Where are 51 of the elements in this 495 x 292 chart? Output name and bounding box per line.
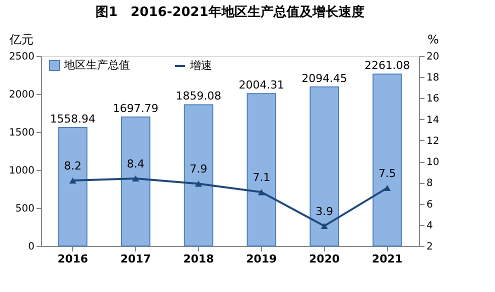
x-tick-label: 2017 [120,252,151,266]
data-label: 1697.79 [112,102,158,115]
y2-tick-label: 4 [426,220,433,232]
chart-title: 图1 2016-2021年地区生产总值及增长速度 [96,4,364,20]
data-label: 8.4 [126,157,144,170]
legend-label: 地区生产总值 [63,58,130,72]
data-label: 7.1 [252,171,270,184]
y-tick-label: 1000 [9,166,34,176]
point [384,184,391,192]
bar [184,104,214,246]
data-label: 1558.94 [50,112,96,126]
bar [310,86,339,246]
y-tick-label: 500 [15,204,34,214]
x-tick-label: 2019 [246,252,277,266]
point [258,189,265,196]
y2-tick-label: 14 [426,114,440,126]
y2-tick-label: 20 [426,52,440,62]
data-label: 2004.31 [238,78,284,92]
point [69,177,76,184]
x-tick-label: 2021 [372,252,403,266]
bar [121,116,150,246]
y-axis-title: 亿元 [8,32,34,46]
y-tick-label: 2000 [9,90,34,100]
data-label: 1859.08 [176,90,222,103]
y2-tick-label: 8 [426,178,433,190]
point [132,175,140,182]
data-label: 8.2 [64,160,82,173]
point [195,180,202,187]
y2-tick-label: 12 [426,136,440,147]
bar [372,74,402,246]
y2-tick-label: 18 [426,72,440,84]
y-tick-label: 0 [28,242,34,252]
bar [246,93,276,246]
y2-axis-title: % [428,32,439,46]
data-label: 2094.45 [302,72,348,85]
x-tick-label: 2016 [57,252,88,266]
data-label: 2261.08 [364,59,410,72]
y2-tick-label: 10 [426,157,440,168]
data-label: 7.5 [378,166,396,180]
y-tick-label: 1500 [9,128,34,138]
data-label: 3.9 [316,204,334,218]
x-tick-label: 2020 [309,252,340,266]
legend-label: 增速 [189,59,212,72]
point [320,222,328,230]
data-label: 7.9 [190,162,208,176]
bar [58,127,88,246]
y2-tick-label: 6 [426,199,433,210]
y-tick-label: 2500 [9,52,34,62]
x-tick-label: 2018 [183,252,214,266]
y2-tick-label: 16 [426,94,440,105]
y2-tick-label: 2 [426,242,433,252]
